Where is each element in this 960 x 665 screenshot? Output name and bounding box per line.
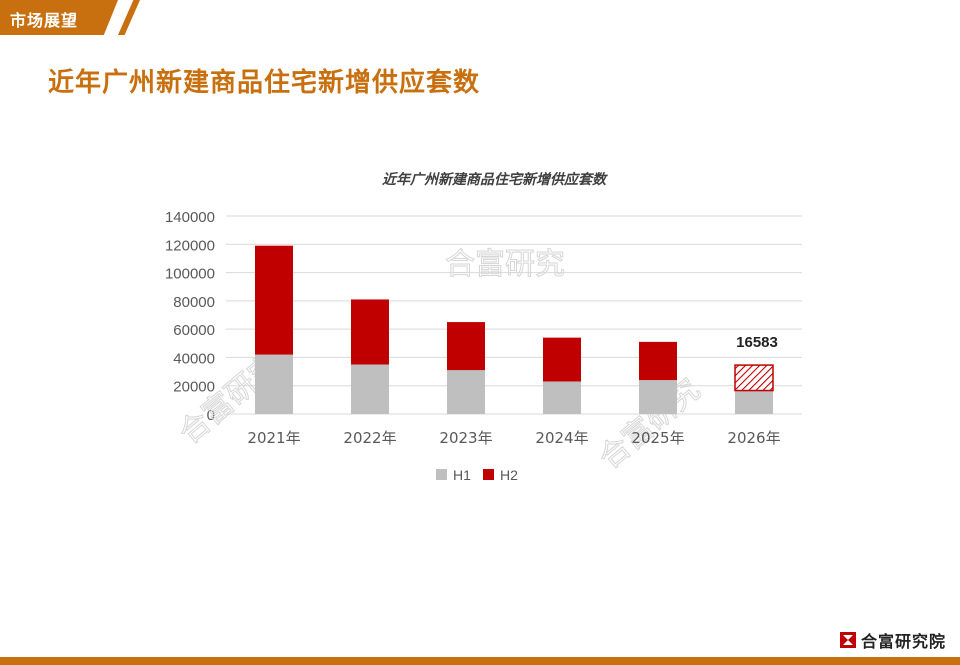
- legend-swatch-h2: [483, 469, 494, 480]
- y-tick-label: 80000: [173, 294, 215, 311]
- x-tick-label: 2025年: [631, 429, 684, 447]
- y-tick-label: 40000: [173, 350, 215, 367]
- bar-h2: [447, 322, 485, 371]
- y-tick-label: 120000: [165, 237, 215, 254]
- y-tick-label: 60000: [173, 322, 215, 339]
- legend-label-h1: H1: [453, 467, 471, 483]
- x-tick-label: 2026年: [727, 429, 780, 447]
- bar-h1: [447, 370, 485, 414]
- x-tick-label: 2023年: [439, 429, 492, 447]
- x-tick-label: 2024年: [535, 429, 588, 447]
- brand-footer: 合富研究院: [839, 628, 946, 652]
- bar-h1: [255, 354, 293, 414]
- bar-h2: [351, 299, 389, 365]
- legend-label-h2: H2: [500, 467, 518, 483]
- bar-h2: [639, 341, 677, 381]
- bar-h1: [639, 380, 677, 414]
- y-tick-label: 0: [207, 407, 215, 424]
- annotation-label: 16583: [736, 334, 778, 351]
- brand-name: 合富研究院: [860, 632, 946, 651]
- chart-title: 近年广州新建商品住宅新增供应套数: [382, 171, 608, 188]
- bar-h1: [543, 381, 581, 414]
- y-tick-label: 140000: [165, 209, 215, 226]
- section-tag: 市场展望: [0, 0, 118, 35]
- y-tick-label: 100000: [165, 266, 215, 283]
- bar-h2: [734, 364, 774, 392]
- x-tick-label: 2021年: [247, 429, 300, 447]
- brand-logo-icon: [839, 632, 856, 648]
- bar-h2: [543, 337, 581, 382]
- watermark-text: 合富研究: [445, 247, 565, 282]
- y-tick-label: 20000: [173, 379, 215, 396]
- bottom-accent-bar: [0, 657, 960, 665]
- bar-h1: [351, 364, 389, 414]
- bar-h1: [735, 390, 773, 414]
- bar-h2: [255, 245, 293, 355]
- legend-swatch-h1: [436, 469, 447, 480]
- x-tick-label: 2022年: [343, 429, 396, 447]
- section-tag-label: 市场展望: [10, 11, 79, 30]
- page-title: 近年广州新建商品住宅新增供应套数: [48, 68, 481, 98]
